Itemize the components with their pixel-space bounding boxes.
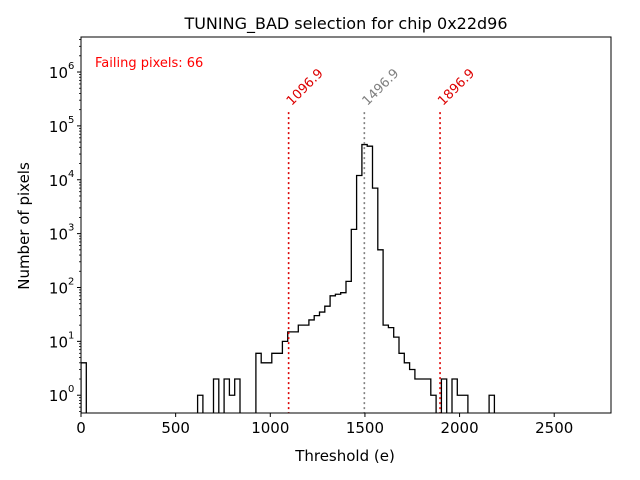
histogram-bin — [457, 395, 462, 413]
x-tick-label: 2500 — [535, 419, 573, 437]
histogram-bin — [489, 395, 494, 413]
y-tick-label: 10 — [49, 279, 68, 297]
y-tick-exponent: 5 — [68, 115, 74, 126]
y-tick-exponent: 2 — [68, 276, 74, 287]
histogram-bin — [325, 306, 330, 413]
histogram-bin — [320, 312, 325, 413]
axes-frame — [80, 36, 612, 414]
histogram-bin — [346, 281, 351, 413]
histogram-bin — [341, 293, 346, 413]
histogram-bin — [198, 395, 203, 413]
histogram-bin — [335, 294, 340, 413]
histogram-bin — [267, 363, 272, 413]
y-tick-exponent: 6 — [68, 61, 74, 72]
histogram-bin — [282, 341, 287, 413]
histogram-step-1 — [196, 394, 204, 413]
y-tick-label: 10 — [49, 64, 68, 82]
failing-pixels-annotation: Failing pixels: 66 — [95, 56, 203, 71]
y-tick-label: 10 — [49, 333, 68, 351]
x-tick-label: 500 — [161, 419, 190, 437]
histogram-bin — [214, 379, 219, 413]
y-tick-exponent: 3 — [68, 223, 74, 234]
y-tick-exponent: 4 — [68, 169, 74, 180]
chart-title: TUNING_BAD selection for chip 0x22d96 — [183, 14, 507, 34]
histogram-step-2 — [212, 378, 220, 413]
histogram-bin — [224, 379, 229, 413]
histogram-step-7 — [488, 394, 496, 413]
y-axis-label: Number of pixels — [15, 162, 33, 290]
histogram-bin — [415, 379, 420, 413]
histogram-step-4 — [255, 143, 437, 413]
histogram-bin — [394, 337, 399, 413]
histogram-bin — [441, 379, 446, 413]
histogram-bin — [367, 146, 372, 413]
histogram-step-0 — [81, 362, 87, 413]
x-tick-label: 2000 — [440, 419, 478, 437]
histogram-bin — [229, 395, 234, 413]
histogram-bin — [314, 316, 319, 413]
histogram-bin — [383, 325, 388, 413]
histogram-bin — [277, 353, 282, 413]
histogram-bin — [298, 325, 303, 413]
histogram-step-6 — [451, 378, 469, 413]
y-tick-exponent: 1 — [68, 330, 74, 341]
histogram-step-5 — [440, 378, 448, 413]
histogram-bin — [399, 353, 404, 413]
histogram-bin — [357, 175, 362, 413]
x-tick-label: 1000 — [251, 419, 289, 437]
histogram-bin — [351, 229, 356, 413]
histogram-bin — [309, 320, 314, 413]
y-tick-label: 10 — [49, 118, 68, 136]
y-tick-label: 10 — [49, 172, 68, 190]
histogram-bin — [431, 395, 436, 413]
histogram-bin — [373, 188, 378, 413]
histogram-bin — [426, 379, 431, 413]
histogram-bin — [81, 363, 86, 413]
histogram-bin — [261, 363, 266, 413]
x-tick-label: 0 — [76, 419, 86, 437]
histogram-bin — [452, 379, 457, 413]
y-tick-label: 10 — [49, 226, 68, 244]
histogram-bin — [330, 296, 335, 413]
y-tick-label: 10 — [49, 387, 68, 405]
histogram-bin — [420, 379, 425, 413]
histogram-bin — [235, 379, 240, 413]
histogram-bin — [378, 250, 383, 413]
histogram-bin — [404, 363, 409, 413]
histogram-bin — [272, 353, 277, 413]
x-tick-label: 1500 — [346, 419, 384, 437]
y-tick-exponent: 0 — [68, 384, 74, 395]
histogram-step-3 — [223, 378, 241, 413]
histogram-bin — [410, 370, 415, 413]
x-axis-label: Threshold (e) — [294, 447, 395, 465]
histogram-bin — [388, 328, 393, 413]
histogram-bin — [256, 353, 261, 413]
histogram-bin — [463, 395, 468, 413]
histogram-bin — [293, 332, 298, 413]
histogram-bin — [304, 325, 309, 413]
